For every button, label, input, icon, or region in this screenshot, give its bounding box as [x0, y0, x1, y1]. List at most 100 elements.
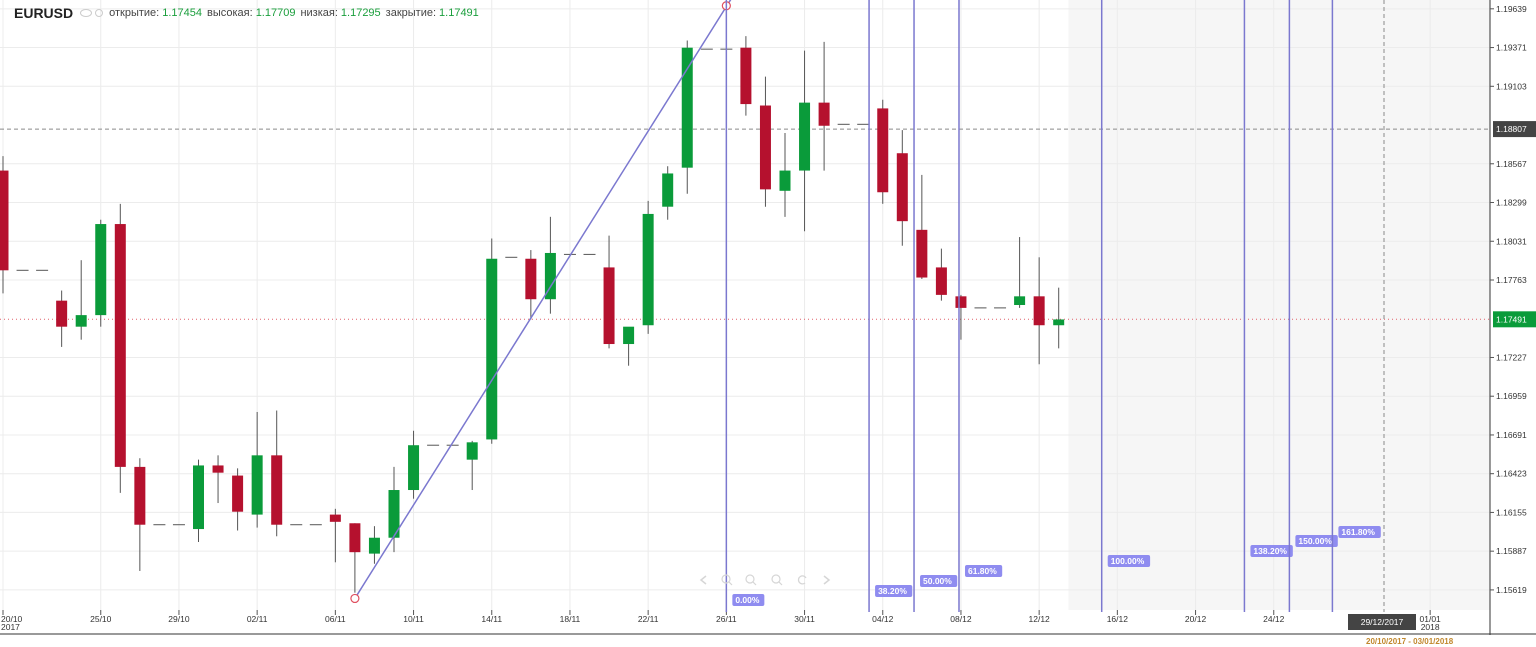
candle-down	[740, 47, 752, 105]
high-value: 1.17709	[255, 7, 296, 19]
close-value: 1.17491	[439, 7, 479, 19]
fib-label-bg	[1338, 526, 1381, 538]
visibility-eye-icon[interactable]	[80, 9, 93, 17]
candle-down	[0, 170, 9, 271]
x-tick-sublabel: 2017	[1, 622, 20, 632]
y-tick-label: 1.16959	[1496, 391, 1527, 401]
future-area	[1068, 0, 1490, 610]
x-tick-label: 26/11	[716, 614, 737, 624]
y-tick-label: 1.18567	[1496, 159, 1527, 169]
candle-down	[56, 300, 68, 327]
close-label: закрытие:	[385, 7, 437, 19]
fib-label: 138.20%	[1253, 546, 1287, 556]
y-tick-label: 1.18299	[1496, 198, 1527, 208]
current-price-tag	[1493, 311, 1536, 328]
candle-up	[193, 465, 204, 530]
current-price-text: 1.17491	[1496, 314, 1527, 324]
x-tick-label: 20/12	[1185, 614, 1207, 624]
x-tick-label: 24/12	[1263, 614, 1285, 624]
candle-up	[95, 224, 107, 316]
x-tick-label: 10/11	[403, 614, 424, 624]
candle-down	[916, 229, 928, 278]
y-tick-label: 1.15887	[1496, 546, 1527, 556]
x-tick-sublabel: 2018	[1421, 622, 1440, 632]
x-tick-label: 04/12	[872, 614, 894, 624]
candle-down	[603, 267, 615, 345]
candle-up	[623, 326, 635, 345]
candle-up	[1053, 319, 1065, 326]
x-tick-label: 29/10	[168, 614, 190, 624]
x-tick-label: 30/11	[794, 614, 815, 624]
crosshair-date-tag	[1348, 614, 1416, 630]
x-tick-label: 12/12	[1029, 614, 1051, 624]
fib-label: 38.20%	[878, 586, 907, 596]
candle-down	[877, 108, 889, 193]
refresh-icon[interactable]	[797, 575, 807, 585]
chevron-right-icon[interactable]	[823, 575, 831, 585]
y-tick-label: 1.19371	[1496, 43, 1527, 53]
candle-up	[368, 537, 380, 554]
candle-down	[329, 514, 341, 522]
candle-down	[759, 105, 771, 190]
trend-anchor-start[interactable]	[350, 593, 360, 604]
x-tick-label: 06/11	[325, 614, 346, 624]
x-tick-label: 22/11	[638, 614, 659, 624]
settings-dot-icon[interactable]	[95, 9, 104, 17]
x-tick-label: 25/10	[90, 614, 112, 624]
candle-up	[544, 252, 556, 300]
zoom-out-icon[interactable]	[721, 574, 731, 584]
y-tick-label: 1.16155	[1496, 507, 1527, 517]
candle-up	[681, 47, 693, 168]
candle-down	[271, 455, 283, 525]
candle-down	[525, 258, 537, 300]
fib-label-bg	[732, 594, 765, 606]
candle-down	[935, 267, 947, 295]
fib-label-bg	[1107, 555, 1151, 567]
fib-label: 61.80%	[968, 566, 997, 576]
crosshair-date-text: 29/12/2017	[1361, 617, 1404, 627]
zoom-reset-icon[interactable]	[745, 574, 755, 584]
x-tick-label: 16/12	[1107, 614, 1129, 624]
magnifier-handle	[778, 581, 783, 586]
magnifier-handle	[728, 581, 733, 586]
trend-line[interactable]	[354, 0, 734, 599]
candle-down	[349, 523, 361, 553]
y-tick-label: 1.15619	[1496, 585, 1527, 595]
low-label: низкая:	[300, 7, 338, 19]
candle-up	[662, 173, 674, 207]
x-tick-label: 08/12	[950, 614, 972, 624]
fib-label: 50.00%	[923, 576, 952, 586]
candle-up	[408, 445, 420, 491]
candle-up	[251, 455, 263, 515]
candle-down	[212, 465, 224, 473]
y-tick-label: 1.19103	[1496, 81, 1527, 91]
zoom-in-icon[interactable]	[771, 574, 781, 584]
candle-up	[642, 213, 654, 326]
y-tick-label: 1.18031	[1496, 236, 1527, 246]
fib-label: 150.00%	[1298, 536, 1332, 546]
candle-up	[1014, 296, 1026, 305]
magnifier-handle	[752, 581, 757, 586]
date-range-label: 20/10/2017 - 03/01/2018	[1366, 637, 1454, 646]
candle-down	[896, 153, 908, 222]
candle-up	[75, 315, 87, 327]
y-tick-label: 1.17763	[1496, 275, 1527, 285]
chevron-left-icon[interactable]	[699, 575, 707, 585]
high-label: высокая:	[207, 7, 253, 19]
y-tick-label: 1.16691	[1496, 430, 1527, 440]
candle-down	[1033, 296, 1045, 326]
fib-label-bg	[1295, 535, 1338, 547]
fib-label-bg	[964, 565, 1003, 577]
crosshair-price-text: 1.18807	[1496, 124, 1527, 134]
open-label: открытие:	[109, 7, 160, 19]
fib-label: 0.00%	[735, 595, 760, 605]
fib-label-bg	[920, 575, 958, 587]
open-value: 1.17454	[162, 7, 202, 19]
fib-label-bg	[875, 585, 913, 597]
ohlc-header: EURUSD открытие: 1.17454 высокая: 1.1770…	[14, 5, 484, 21]
candle-up	[388, 490, 400, 538]
symbol-name: EURUSD	[14, 5, 74, 21]
low-value: 1.17295	[340, 7, 381, 19]
candle-up	[799, 102, 811, 171]
